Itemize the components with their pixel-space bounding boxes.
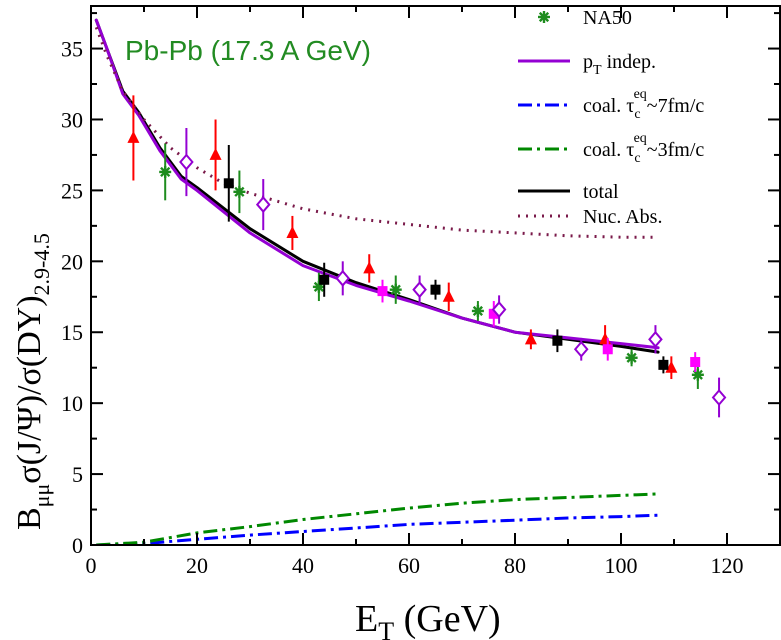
system-label: Pb-Pb (17.3 A GeV): [125, 35, 371, 66]
data-point-green_star: [233, 185, 246, 198]
data-point-magenta_square: [488, 308, 499, 319]
data-point-black_square: [430, 284, 441, 295]
data-point-violet_diamond: [491, 301, 507, 319]
y-axis-title-main: σ(J/Ψ)/σ(DY): [11, 295, 48, 483]
data-point-red_triangle: [442, 289, 455, 302]
data-point-violet_diamond: [648, 330, 663, 348]
axes: 0 20 40 60 80 100 120 0 5 10 15 20 25 30 35: [61, 6, 780, 578]
legend-label-nuc: Nuc. Abs.: [583, 206, 662, 228]
data-point-black_square: [552, 335, 563, 346]
data-point-red_triangle: [209, 147, 222, 160]
legend-label-text: total: [583, 181, 619, 203]
y-axis-title: Bμμσ(J/Ψ)/σ(DY)2.9-4.5: [11, 233, 54, 530]
y-tick-label: 5: [72, 462, 83, 487]
y-tick-label: 0: [72, 533, 83, 558]
star-stroke: [472, 305, 483, 317]
y-tick-label: 25: [61, 178, 83, 203]
data-point-violet_diamond: [335, 269, 351, 287]
y-tick-label: 20: [61, 249, 83, 274]
legend-label-coal7: coal. τc eq~7fm/c: [583, 87, 704, 122]
x-tick-label: 120: [711, 553, 744, 578]
x-axis-title: ET (GeV): [355, 598, 501, 640]
data-point-red_triangle: [286, 225, 299, 238]
x-axis-title-sub: T: [378, 617, 394, 640]
legend-label-pt: pT indep.: [583, 51, 656, 78]
star-stroke: [234, 186, 245, 197]
legend-label-text: coal. τ: [583, 139, 634, 161]
data-point-green_star: [625, 351, 638, 364]
series-line-coal7: [96, 513, 659, 545]
x-axis-title-rest: (GeV): [394, 598, 501, 640]
legend-label-text: p: [583, 51, 593, 73]
data-point-black_square: [658, 359, 669, 370]
legend-label-sub: c: [634, 151, 640, 166]
star-stroke: [160, 166, 171, 178]
x-tick-label: 0: [86, 553, 97, 578]
y-tick-label: 30: [61, 107, 83, 132]
data-point-magenta_square: [690, 357, 701, 368]
plot-frame: [90, 5, 781, 546]
series-line-coal3: [96, 492, 659, 545]
y-tick-label: 15: [61, 320, 83, 345]
x-tick-label: 20: [186, 553, 208, 578]
plot-content: [94, 18, 727, 545]
x-tick-label: 100: [605, 553, 638, 578]
legend-label-sub: T: [593, 63, 602, 78]
data-point-green_star: [471, 304, 484, 317]
star-stroke: [538, 11, 550, 23]
legend-label-text: Nuc. Abs.: [583, 206, 662, 228]
data-point-violet_diamond: [255, 196, 271, 214]
legend-label-sup: eq: [634, 131, 647, 146]
series-line-total: [94, 18, 660, 354]
data-point-violet_diamond: [711, 388, 727, 407]
data-point-red_triangle: [599, 332, 612, 345]
x-tick-label: 80: [504, 553, 526, 578]
x-tick-label: 40: [292, 553, 314, 578]
legend-label-na50: NA50: [583, 7, 632, 29]
x-tick-label: 60: [398, 553, 420, 578]
y-tick-label: 10: [61, 391, 83, 416]
star-stroke: [390, 284, 401, 295]
legend-label-text: coal. τ: [583, 95, 634, 117]
series-line-pt: [94, 18, 660, 350]
data-point-red_triangle: [127, 130, 140, 143]
data-point-black_square: [223, 178, 234, 189]
clipped-layer: [94, 18, 727, 545]
legend-label-total: total: [583, 181, 619, 203]
data-point-magenta_square: [602, 344, 613, 355]
y-axis-title-bsub: μμ: [29, 484, 54, 508]
y-axis-title-sub: 2.9-4.5: [29, 233, 54, 295]
legend-label-coal3: coal. τc eq~3fm/c: [583, 131, 704, 166]
legend-label-rest: indep.: [602, 51, 656, 73]
legend-label-rest: ~3fm/c: [647, 139, 705, 161]
y-axis-title-b: B: [11, 507, 48, 530]
data-point-green_star: [389, 283, 402, 296]
star-stroke: [692, 369, 703, 380]
data-point-violet_diamond: [412, 281, 427, 299]
y-tick-label: 35: [61, 37, 83, 62]
data-point-violet_diamond: [179, 153, 194, 171]
data-point-green_star: [159, 165, 172, 178]
data-point-magenta_square: [377, 286, 388, 297]
data-point-violet_diamond: [573, 340, 589, 358]
star-stroke: [626, 352, 637, 363]
x-axis-title-main: E: [355, 598, 378, 640]
data-point-red_triangle: [363, 261, 376, 274]
legend-label-rest: ~7fm/c: [647, 95, 705, 117]
legend-marker-na50: [538, 11, 550, 23]
legend-label-text: NA50: [583, 7, 632, 29]
legend-label-sup: eq: [634, 87, 647, 102]
data-point-red_triangle: [524, 332, 537, 345]
legend-label-sub: c: [634, 107, 640, 122]
data-point-green_star: [691, 368, 704, 381]
data-point-black_square: [319, 274, 330, 285]
